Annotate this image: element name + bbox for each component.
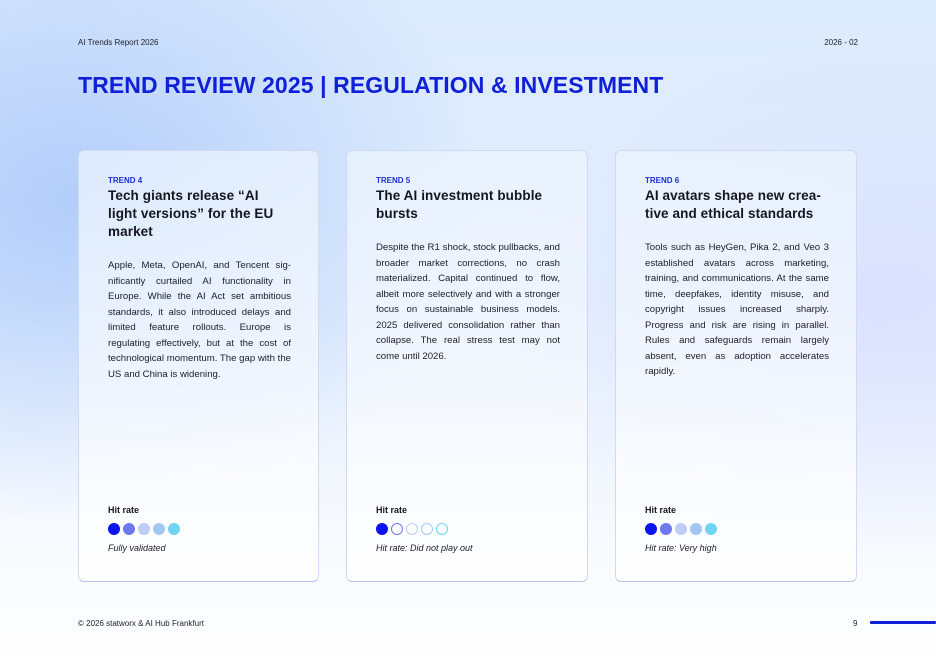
trend-description: Apple, Meta, OpenAI, and Tencent sig­nif…	[108, 260, 291, 380]
trend-title: The AI investment bubble bursts	[376, 188, 543, 221]
copyright: © 2026 statworx & AI Hub Frankfurt	[78, 619, 204, 628]
hit-rate-note: Hit rate: Very high	[645, 543, 717, 553]
dot-icon	[645, 523, 657, 535]
hit-rate-dots	[645, 523, 717, 535]
dot-icon	[436, 523, 448, 535]
dot-icon	[391, 523, 403, 535]
page-header: AI Trends Report 2026 2026 - 02	[78, 38, 858, 47]
trend-description: Tools such as HeyGen, Pika 2, and Veo 3 …	[645, 242, 829, 377]
dot-icon	[138, 523, 150, 535]
hit-rate-section: Hit rate Fully validated	[108, 505, 180, 553]
trend-card-4: TREND 4 Tech giants release “AI light ve…	[78, 150, 319, 582]
page-number: 9	[853, 619, 858, 628]
hit-rate-section: Hit rate Hit rate: Very high	[645, 505, 717, 553]
dot-icon	[705, 523, 717, 535]
hit-rate-label: Hit rate	[376, 505, 408, 515]
page-accent-bar	[870, 621, 936, 624]
dot-icon	[168, 523, 180, 535]
dot-icon	[406, 523, 418, 535]
trend-description: Despite the R1 shock, stock pullbacks, a…	[376, 242, 560, 362]
dot-icon	[153, 523, 165, 535]
hit-rate-section: Hit rate Hit rate: Did not play out	[376, 505, 473, 553]
dot-icon	[660, 523, 672, 535]
page-title: TREND REVIEW 2025 | REGULATION & INVESTM…	[78, 72, 664, 98]
dot-icon	[376, 523, 388, 535]
trend-label: TREND 5	[376, 176, 411, 185]
trend-label: TREND 4	[108, 176, 143, 185]
dot-icon	[675, 523, 687, 535]
hit-rate-dots	[108, 523, 180, 535]
trend-title: AI avatars shape new crea­tive and ethic…	[645, 188, 821, 221]
trend-title: Tech giants release “AI light versions” …	[108, 188, 274, 239]
dot-icon	[421, 523, 433, 535]
dot-icon	[108, 523, 120, 535]
trend-card-6: TREND 6 AI avatars shape new crea­tive a…	[615, 150, 857, 582]
hit-rate-label: Hit rate	[108, 505, 140, 515]
hit-rate-dots	[376, 523, 473, 535]
hit-rate-label: Hit rate	[645, 505, 677, 515]
trend-card-5: TREND 5 The AI investment bubble bursts …	[346, 150, 588, 582]
issue-number: 2026 - 02	[824, 38, 858, 47]
trend-label: TREND 6	[645, 176, 680, 185]
hit-rate-note: Fully validated	[108, 543, 166, 553]
dot-icon	[123, 523, 135, 535]
trend-cards: TREND 4 Tech giants release “AI light ve…	[78, 150, 857, 582]
report-name: AI Trends Report 2026	[78, 38, 159, 47]
hit-rate-note: Hit rate: Did not play out	[376, 543, 473, 553]
dot-icon	[690, 523, 702, 535]
